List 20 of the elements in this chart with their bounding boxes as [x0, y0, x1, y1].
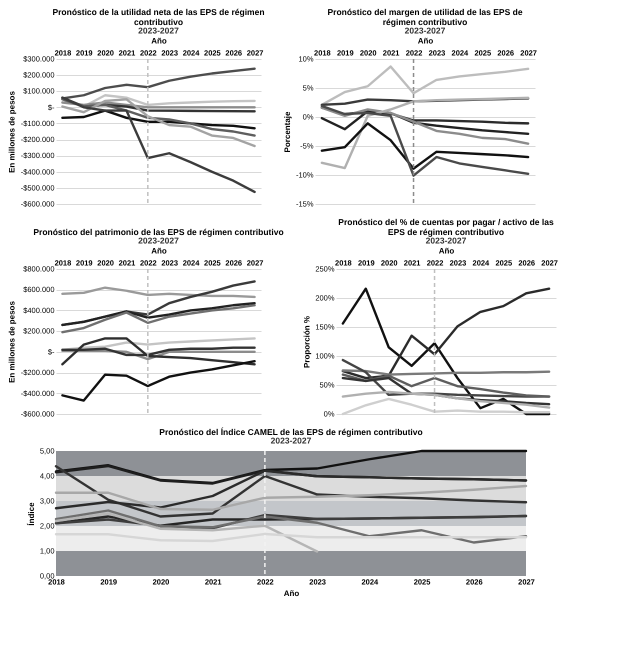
- chart-title: Pronóstico de la utilidad neta de las EPS de régimen contributivo: [52, 7, 265, 27]
- chart-subtitle: 2023-2027: [404, 26, 446, 36]
- x-axis-title: Año: [151, 36, 167, 46]
- x-axis-title: Año: [284, 589, 300, 598]
- chart-subtitle: 2023-2027: [270, 436, 312, 446]
- y-axis-title: Porcentaje: [282, 110, 292, 152]
- y-axis-title: En millones de pesos: [8, 90, 17, 173]
- y-axis-title: Índice: [26, 502, 36, 526]
- y-axis-title: En millones de pesos: [8, 300, 17, 383]
- chart-title: Pronóstico del patrimonio de las EPS de régimen contributivo: [33, 227, 284, 237]
- chart-subtitle: 2023-2027: [138, 236, 180, 246]
- y-axis-title: Proporción %: [302, 316, 312, 368]
- chart-title: Pronóstico del margen de utilidad de las EPS de régimen contributivo: [327, 7, 523, 27]
- x-axis-title: Año: [418, 36, 434, 46]
- x-axis-title: Año: [151, 246, 167, 256]
- x-axis-title: Año: [438, 246, 454, 256]
- chart-title: Pronóstico del % de cuentas por pagar / activo de las EPS de régimen contributivo: [338, 217, 554, 237]
- chart-subtitle: 2023-2027: [138, 26, 180, 36]
- chart-subtitle: 2023-2027: [426, 236, 467, 246]
- chart-title: Pronóstico del Índice CAMEL de las EPS de régimen contributivo: [159, 427, 423, 437]
